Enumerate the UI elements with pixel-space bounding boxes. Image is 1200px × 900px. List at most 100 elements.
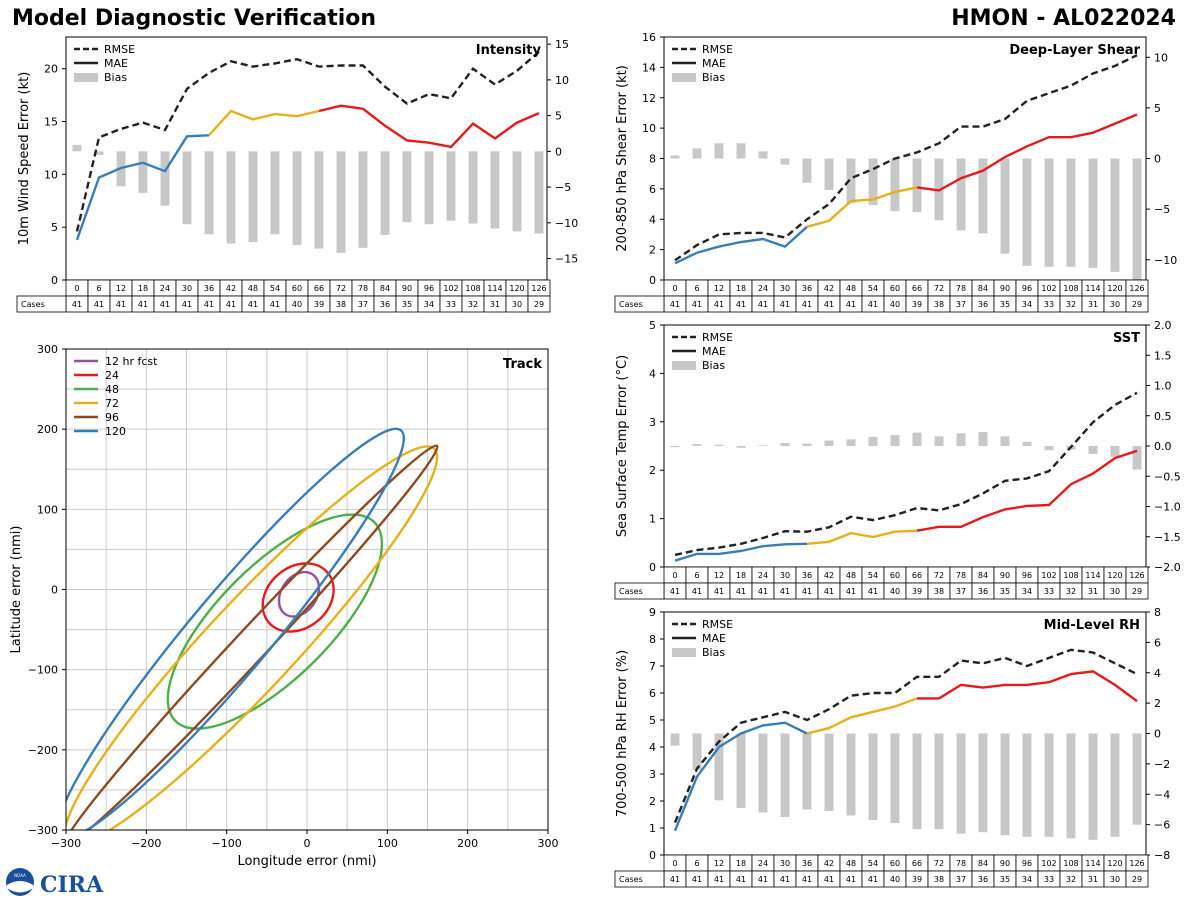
intensity-ylabel: 10m Wind Speed Error (kt) xyxy=(17,72,32,246)
intensity-table-hour: 114 xyxy=(487,284,502,293)
deep-layer-shear-table-case: 41 xyxy=(846,300,856,309)
mid-level-rh-table-case: 41 xyxy=(714,875,724,884)
noaa-wave-icon xyxy=(7,881,33,893)
mid-level-rh-table-hour: 42 xyxy=(824,859,834,868)
sst-table-case: 36 xyxy=(978,587,988,596)
intensity-table-case: 41 xyxy=(270,300,280,309)
intensity-table-case: 41 xyxy=(182,300,192,309)
sst-bias-bar xyxy=(1044,446,1054,451)
deep-layer-shear-bias-bar xyxy=(714,143,724,159)
track-xtick-label: 300 xyxy=(538,837,559,850)
mid-level-rh-table-hour: 12 xyxy=(714,859,724,868)
deep-layer-shear-table-case: 29 xyxy=(1132,300,1142,309)
track-ytick-label: 0 xyxy=(51,584,58,597)
intensity-y2tick-label: 5 xyxy=(555,110,562,123)
mid-level-rh-bias-bar xyxy=(956,733,966,834)
deep-layer-shear-bias-bar xyxy=(1000,158,1010,254)
sst-y2tick-label: −0.5 xyxy=(1154,470,1181,483)
deep-layer-shear-ytick-label: 14 xyxy=(642,61,656,74)
mid-level-rh-y2tick-label: 4 xyxy=(1154,667,1161,680)
sst-table-case: 41 xyxy=(780,587,790,596)
intensity-table-hour: 84 xyxy=(380,284,390,293)
mid-level-rh-table-case: 41 xyxy=(846,875,856,884)
intensity-bias-bar xyxy=(226,151,236,244)
sst-table-hour: 114 xyxy=(1085,571,1100,580)
mid-level-rh-table-hour: 96 xyxy=(1022,859,1032,868)
mid-level-rh-ytick-label: 9 xyxy=(649,606,656,619)
intensity-ytick-label: 0 xyxy=(51,274,58,287)
mid-level-rh-table-hour: 102 xyxy=(1041,859,1056,868)
sst-table-case: 31 xyxy=(1088,587,1098,596)
sst-table-case: 35 xyxy=(1000,587,1010,596)
sst-bias-bar xyxy=(890,435,900,446)
mid-level-rh-table-hour: 6 xyxy=(694,859,699,868)
intensity-table-hour: 36 xyxy=(204,284,214,293)
noaa-cira-logo: NOAA CIRA xyxy=(6,868,104,898)
mid-level-rh-bias-bar xyxy=(1132,733,1142,825)
mid-level-rh-table-case-cell xyxy=(1125,870,1149,888)
sst-table-case: 33 xyxy=(1044,587,1054,596)
mid-level-rh-table-hour: 30 xyxy=(780,859,790,868)
mid-level-rh-table-hour: 78 xyxy=(956,859,966,868)
sst-y2tick-label: 1.0 xyxy=(1154,380,1172,393)
intensity-y2tick-label: −5 xyxy=(555,181,571,194)
storm-id-title: HMON - AL022024 xyxy=(951,6,1176,31)
intensity-bias-bar xyxy=(358,151,368,248)
intensity-bias-bar xyxy=(72,144,82,152)
mid-level-rh-table-hour: 66 xyxy=(912,859,922,868)
intensity-y2tick-label: 0 xyxy=(555,145,562,158)
mid-level-rh-bias-bar xyxy=(846,733,856,816)
deep-layer-shear-y2tick-label: −10 xyxy=(1154,254,1177,267)
intensity-ytick-label: 10 xyxy=(44,168,58,181)
sst-table-hour: 42 xyxy=(824,571,834,580)
intensity-legend-mae-label: MAE xyxy=(104,57,128,70)
sst-table-hour: 36 xyxy=(802,571,812,580)
sst-panel: 012345−2.0−1.5−1.0−0.50.00.51.01.52.0Sea… xyxy=(614,319,1181,600)
mid-level-rh-ytick-label: 0 xyxy=(649,849,656,862)
sst-bias-bar xyxy=(692,444,702,446)
deep-layer-shear-ytick-label: 6 xyxy=(649,183,656,196)
mid-level-rh-table-hour: 114 xyxy=(1085,859,1100,868)
mid-level-rh-bias-bar xyxy=(824,733,834,811)
deep-layer-shear-bias-bar xyxy=(758,151,768,159)
sst-bias-bar xyxy=(846,439,856,446)
deep-layer-shear-table-hour: 48 xyxy=(846,284,856,293)
track-xlabel: Longitude error (nmi) xyxy=(237,854,376,869)
deep-layer-shear-table-hour: 54 xyxy=(868,284,878,293)
intensity-bias-bar xyxy=(314,151,324,249)
track-ytick-label: −200 xyxy=(28,744,58,757)
mid-level-rh-ytick-label: 8 xyxy=(649,633,656,646)
mid-level-rh-table-case: 31 xyxy=(1088,875,1098,884)
sst-table-hour: 84 xyxy=(978,571,988,580)
intensity-bias-bar xyxy=(468,151,478,224)
deep-layer-shear-bias-bar xyxy=(1022,158,1032,266)
intensity-table-hour: 108 xyxy=(465,284,480,293)
deep-layer-shear-table-hour: 108 xyxy=(1063,284,1078,293)
deep-layer-shear-table-case: 41 xyxy=(802,300,812,309)
intensity-table-case: 29 xyxy=(534,300,544,309)
deep-layer-shear-table-cases-header-cell xyxy=(614,295,665,313)
intensity-table-case: 32 xyxy=(468,300,478,309)
sst-table-case: 37 xyxy=(956,587,966,596)
mid-level-rh-bias-bar xyxy=(1066,733,1076,839)
mid-level-rh-bias-bar xyxy=(692,733,702,770)
track-xtick-label: −200 xyxy=(131,837,161,850)
intensity-table-case: 41 xyxy=(72,300,82,309)
sst-bias-bar xyxy=(868,436,878,446)
sst-ytick-label: 4 xyxy=(649,367,656,380)
mid-level-rh-ylabel: 700-500 hPa RH Error (%) xyxy=(615,650,630,817)
deep-layer-shear-table-hour: 24 xyxy=(758,284,768,293)
mid-level-rh-table-case: 37 xyxy=(956,875,966,884)
track-legend-label: 24 xyxy=(105,369,119,382)
mid-level-rh-legend-rmse-label: RMSE xyxy=(702,618,733,631)
deep-layer-shear-table-case: 34 xyxy=(1022,300,1032,309)
sst-table-case: 32 xyxy=(1066,587,1076,596)
sst-table-case: 38 xyxy=(934,587,944,596)
track-ellipse-3 xyxy=(66,445,439,830)
intensity-table-case: 41 xyxy=(204,300,214,309)
intensity-bias-bar xyxy=(94,151,104,155)
deep-layer-shear-legend-mae-label: MAE xyxy=(702,57,726,70)
track-xtick-label: −100 xyxy=(212,837,242,850)
deep-layer-shear-bias-bar xyxy=(1110,158,1120,272)
deep-layer-shear-table-hour: 114 xyxy=(1085,284,1100,293)
